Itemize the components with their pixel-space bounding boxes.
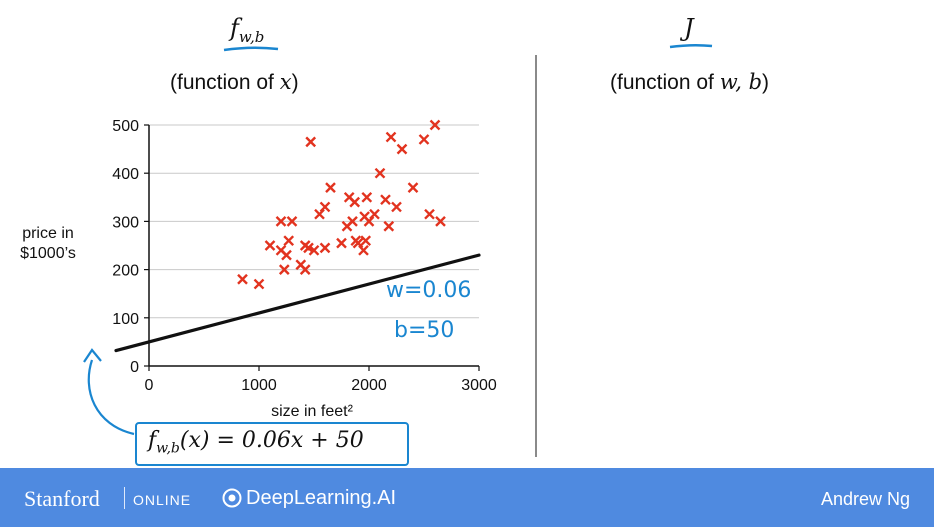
annotation-w: w=0.06	[386, 278, 472, 303]
x-tick-label: 1000	[241, 377, 277, 394]
x-tick-label: 0	[145, 377, 154, 394]
left-subtitle: (function of x)	[170, 70, 299, 94]
data-point	[361, 191, 373, 203]
y-tick-label: 300	[112, 214, 139, 231]
data-point	[283, 235, 295, 247]
data-point	[325, 182, 336, 194]
online-label: ONLINE	[133, 492, 192, 508]
data-points	[237, 119, 446, 290]
data-point	[275, 216, 287, 227]
y-tick-label: 500	[112, 118, 139, 135]
data-point	[380, 194, 391, 206]
data-point	[424, 208, 435, 220]
data-point	[349, 196, 361, 208]
y-axis-label: price in $1000’s	[20, 225, 76, 262]
y-tick-label: 200	[112, 263, 139, 280]
data-point	[435, 216, 446, 227]
scatter-chart: 0 100 200 300 400 500 0 1000 2000 3000 size in fe…	[112, 118, 497, 420]
panel-divider	[535, 55, 537, 457]
y-tick-label: 400	[112, 166, 139, 183]
data-point	[391, 201, 402, 213]
data-point	[264, 240, 276, 251]
axes	[144, 124, 480, 371]
logo-separator	[124, 487, 125, 509]
data-point	[418, 134, 430, 145]
deeplearning-label: DeepLearning.AI	[246, 487, 397, 509]
slide: fw,b (function of x) J (function of w, b…	[20, 14, 770, 466]
data-point	[314, 208, 325, 220]
data-point	[360, 235, 372, 247]
x-tick-label: 2000	[351, 377, 387, 394]
data-point	[237, 273, 248, 285]
data-point	[347, 216, 358, 227]
left-title-underline	[223, 46, 279, 52]
data-point	[281, 249, 292, 261]
data-point	[286, 216, 298, 227]
tick-labels: 0 100 200 300 400 500 0 1000 2000 3000	[112, 118, 497, 394]
author-name: Andrew Ng	[820, 489, 910, 509]
data-point	[374, 167, 386, 179]
data-point	[363, 216, 375, 227]
data-point	[336, 237, 347, 249]
y-tick-label: 100	[112, 311, 139, 328]
right-subtitle: (function of w, b)	[610, 70, 770, 94]
arrow-icon	[83, 348, 135, 436]
data-point	[319, 242, 331, 254]
y-tick-label: 0	[130, 359, 139, 376]
x-tick-label: 3000	[461, 377, 497, 394]
data-point	[358, 244, 369, 256]
fit-line	[114, 253, 481, 353]
data-point	[278, 264, 290, 275]
data-point	[396, 143, 408, 155]
data-point	[352, 237, 364, 249]
data-point	[305, 136, 317, 148]
grid-lines	[149, 124, 479, 319]
right-title: J	[684, 14, 694, 42]
handwritten-annotations	[83, 348, 135, 436]
data-point	[319, 201, 331, 213]
left-title: fw,b	[230, 14, 265, 46]
data-point	[383, 220, 395, 232]
formula: fw,b(x) = 0.06x + 50	[148, 428, 364, 457]
data-point	[299, 264, 311, 275]
data-point	[407, 182, 419, 194]
data-point	[253, 278, 265, 290]
right-title-underline	[669, 43, 713, 49]
x-axis-label: size in feet²	[271, 403, 353, 420]
data-point	[308, 244, 320, 256]
fit-line-group	[114, 253, 481, 353]
stanford-logo: Stanford	[24, 486, 100, 511]
formula-box	[135, 422, 409, 466]
annotation-b: b=50	[394, 318, 455, 343]
footer-bar: Stanford ONLINE DeepLearning.AI Andrew N…	[0, 468, 934, 527]
data-point	[385, 131, 397, 143]
data-point	[429, 119, 441, 131]
data-point	[303, 242, 314, 254]
data-point	[369, 208, 380, 220]
deeplearning-logo-icon	[222, 488, 242, 508]
